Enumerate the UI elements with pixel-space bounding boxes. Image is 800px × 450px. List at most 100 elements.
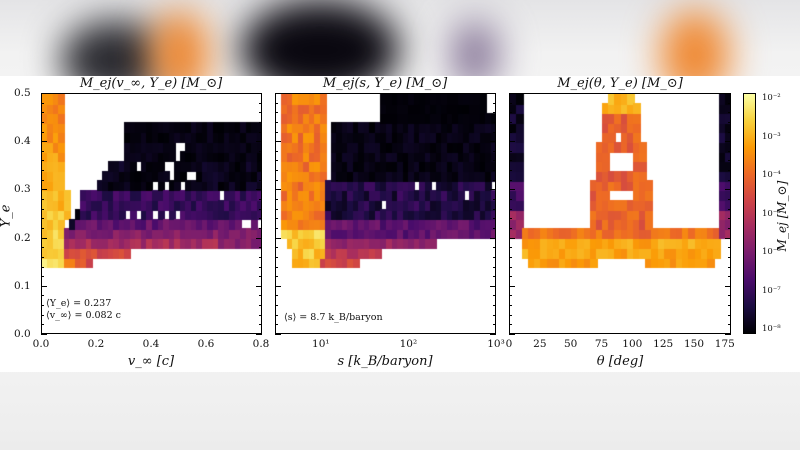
heatmap-entropy <box>276 94 495 333</box>
tick-mark <box>490 237 496 239</box>
tick-mark <box>490 93 496 94</box>
tick-mark <box>41 295 44 297</box>
tick-mark <box>256 237 262 239</box>
tick-mark <box>256 141 262 143</box>
tick-mark <box>275 102 278 104</box>
tick-mark <box>490 141 496 143</box>
tick-mark <box>490 189 496 191</box>
tick-mark <box>259 276 262 278</box>
tick-mark <box>275 276 278 278</box>
tick-mark <box>275 112 278 114</box>
tick-mark <box>259 256 262 258</box>
tick-mark <box>509 256 512 258</box>
tick-mark <box>259 247 262 249</box>
tick-mark <box>509 179 512 181</box>
tick-mark <box>509 112 512 114</box>
tick-mark <box>275 160 278 162</box>
tick-mark <box>490 285 496 287</box>
y-axis-label: Y_e <box>0 204 14 228</box>
colorbar-tick-label: 10⁻² <box>762 93 781 103</box>
tick-mark <box>493 131 496 133</box>
tick-mark <box>493 314 496 316</box>
tick-mark <box>509 276 512 278</box>
tick-mark <box>509 199 512 201</box>
tick-mark <box>509 218 512 220</box>
tick-mark <box>275 121 278 123</box>
panel2-xlabel: s [k_B/baryon] <box>337 354 433 369</box>
tick-mark <box>41 199 44 201</box>
tick-mark <box>509 150 512 152</box>
tick-mark <box>728 121 731 123</box>
tick-mark <box>728 112 731 114</box>
y-tick-label: 0.4 <box>14 135 31 148</box>
tick-mark <box>493 199 496 201</box>
tick-mark <box>509 131 512 133</box>
tick-mark <box>275 189 281 191</box>
tick-mark <box>728 256 731 258</box>
tick-mark <box>275 324 278 326</box>
x-tick-label: 0.6 <box>197 338 215 350</box>
tick-mark <box>493 295 496 297</box>
tick-mark <box>275 334 281 335</box>
tick-mark <box>41 247 44 249</box>
heatmap-angle <box>510 94 730 333</box>
tick-mark <box>259 295 262 297</box>
tick-mark <box>728 102 731 104</box>
tick-mark <box>725 189 731 191</box>
x-tick-label: 125 <box>653 338 674 350</box>
tick-mark <box>275 256 278 258</box>
panel1-title: M_ej(v_∞, Y_e) [M_⊙] <box>79 76 223 91</box>
tick-mark <box>728 276 731 278</box>
tick-mark <box>728 314 731 316</box>
tick-mark <box>41 324 44 326</box>
tick-mark <box>259 314 262 316</box>
tick-mark <box>493 276 496 278</box>
tick-mark <box>275 285 281 287</box>
tick-mark <box>259 131 262 133</box>
x-tick-label: 0.4 <box>142 338 160 350</box>
x-tick-label: 0.0 <box>32 338 50 350</box>
colorbar-tick-label: 10⁻⁴ <box>762 170 781 180</box>
tick-mark <box>725 237 731 239</box>
tick-mark <box>493 112 496 114</box>
panel3-title: M_ej(θ, Y_e) [M_⊙] <box>557 76 683 91</box>
tick-mark <box>259 170 262 172</box>
tick-mark <box>275 266 278 268</box>
panel3-xlabel: θ [deg] <box>596 354 644 369</box>
tick-mark <box>259 208 262 210</box>
colorbar-tick-label: 10⁻⁷ <box>762 285 781 296</box>
colorbar-tick-label: 10⁻⁵ <box>762 208 781 219</box>
tick-mark <box>259 324 262 326</box>
tick-mark <box>275 295 278 297</box>
tick-mark <box>275 131 278 133</box>
tick-mark <box>41 131 44 133</box>
tick-mark <box>259 102 262 104</box>
tick-mark <box>275 199 278 201</box>
tick-mark <box>728 160 731 162</box>
tick-mark <box>728 170 731 172</box>
tick-mark <box>509 160 512 162</box>
tick-mark <box>493 227 496 229</box>
tick-mark <box>41 334 47 335</box>
tick-mark <box>728 218 731 220</box>
x-tick-label: 0.8 <box>252 338 270 350</box>
tick-mark <box>41 314 44 316</box>
y-tick-label: 0.5 <box>14 87 31 99</box>
tick-mark <box>259 227 262 229</box>
tick-mark <box>259 112 262 114</box>
tick-mark <box>728 131 731 133</box>
tick-mark <box>725 285 731 287</box>
tick-mark <box>41 256 44 258</box>
x-tick-label: 75 <box>594 338 609 350</box>
tick-mark <box>41 305 44 307</box>
tick-mark <box>728 208 731 210</box>
panel2-title: M_ej(s, Y_e) [M_⊙] <box>322 76 448 91</box>
tick-mark <box>41 208 44 210</box>
tick-mark <box>275 218 278 220</box>
tick-mark <box>493 121 496 123</box>
tick-mark <box>41 170 44 172</box>
tick-mark <box>259 150 262 152</box>
y-tick-label: 0.2 <box>14 231 31 244</box>
tick-mark <box>41 237 47 239</box>
tick-mark <box>41 121 44 123</box>
